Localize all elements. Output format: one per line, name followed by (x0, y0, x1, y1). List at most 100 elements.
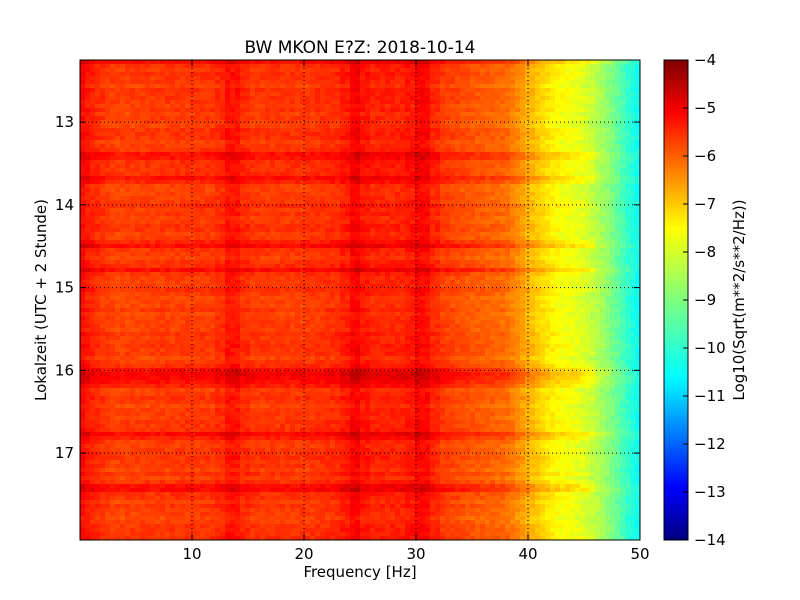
heatmap-cell (170, 80, 176, 85)
heatmap-cell (540, 108, 546, 113)
heatmap-cell (600, 164, 606, 169)
heatmap-cell (510, 208, 516, 213)
heatmap-cell (125, 140, 131, 145)
heatmap-cell (265, 196, 271, 201)
heatmap-cell (105, 72, 111, 77)
heatmap-cell (395, 96, 401, 101)
heatmap-cell (430, 220, 436, 225)
heatmap-cell (605, 172, 611, 177)
heatmap-cell (545, 68, 551, 73)
heatmap-cell (600, 152, 606, 157)
heatmap-cell (175, 88, 181, 93)
heatmap-cell (425, 172, 431, 177)
heatmap-cell (280, 160, 286, 165)
heatmap-cell (140, 152, 146, 157)
heatmap-cell (410, 68, 416, 73)
heatmap-cell (210, 172, 216, 177)
heatmap-cell (265, 160, 271, 165)
heatmap-cell (600, 136, 606, 141)
heatmap-cell (340, 132, 346, 137)
heatmap-cell (245, 120, 251, 125)
heatmap-cell (575, 132, 581, 137)
heatmap-cell (485, 76, 491, 81)
heatmap-cell (275, 212, 281, 217)
heatmap-cell (520, 108, 526, 113)
heatmap-cell (530, 84, 536, 89)
heatmap-cell (395, 196, 401, 201)
heatmap-cell (380, 92, 386, 97)
heatmap-cell (220, 232, 226, 237)
heatmap-cell (630, 204, 636, 209)
heatmap-cell (425, 128, 431, 133)
heatmap-cell (85, 60, 91, 65)
heatmap-cell (470, 172, 476, 177)
heatmap-cell (325, 152, 331, 157)
heatmap-cell (390, 132, 396, 137)
heatmap-cell (185, 72, 191, 77)
heatmap-cell (355, 196, 361, 201)
heatmap-cell (475, 172, 481, 177)
heatmap-cell (615, 132, 621, 137)
heatmap-cell (340, 184, 346, 189)
heatmap-cell (455, 72, 461, 77)
heatmap-cell (600, 184, 606, 189)
heatmap-cell (150, 156, 156, 161)
heatmap-cell (560, 152, 566, 157)
heatmap-cell (455, 232, 461, 237)
heatmap-cell (140, 60, 146, 65)
heatmap-cell (130, 216, 136, 221)
heatmap-cell (505, 64, 511, 69)
heatmap-cell (100, 80, 106, 85)
heatmap-cell (80, 192, 86, 197)
heatmap-cell (555, 152, 561, 157)
heatmap-cell (135, 188, 141, 193)
heatmap-cell (290, 216, 296, 221)
heatmap-cell (125, 120, 131, 125)
heatmap-cell (590, 200, 596, 205)
heatmap-cell (405, 76, 411, 81)
heatmap-cell (435, 160, 441, 165)
heatmap-cell (410, 148, 416, 153)
heatmap-cell (380, 76, 386, 81)
heatmap-cell (355, 144, 361, 149)
heatmap-cell (335, 164, 341, 169)
heatmap-cell (615, 228, 621, 233)
heatmap-cell (185, 100, 191, 105)
heatmap-cell (355, 172, 361, 177)
heatmap-cell (285, 72, 291, 77)
heatmap-cell (625, 192, 631, 197)
heatmap-cell (595, 228, 601, 233)
heatmap-cell (625, 184, 631, 189)
heatmap-cell (230, 116, 236, 121)
heatmap-cell (595, 124, 601, 129)
heatmap-cell (325, 88, 331, 93)
heatmap-cell (550, 172, 556, 177)
heatmap-cell (240, 136, 246, 141)
heatmap-cell (260, 220, 266, 225)
heatmap-cell (630, 96, 636, 101)
heatmap-cell (595, 224, 601, 229)
heatmap-cell (340, 124, 346, 129)
heatmap-cell (205, 216, 211, 221)
heatmap-cell (595, 220, 601, 225)
heatmap-cell (465, 232, 471, 237)
heatmap-cell (510, 196, 516, 201)
heatmap-cell (440, 188, 446, 193)
heatmap-cell (310, 232, 316, 237)
heatmap-cell (295, 144, 301, 149)
heatmap-cell (380, 200, 386, 205)
heatmap-cell (240, 208, 246, 213)
heatmap-cell (485, 60, 491, 65)
heatmap-cell (320, 204, 326, 209)
heatmap-cell (235, 212, 241, 217)
heatmap-cell (190, 136, 196, 141)
heatmap-cell (265, 184, 271, 189)
heatmap-cell (530, 108, 536, 113)
heatmap-cell (470, 232, 476, 237)
heatmap-cell (400, 196, 406, 201)
heatmap-cell (295, 136, 301, 141)
heatmap-cell (205, 84, 211, 89)
heatmap-cell (380, 144, 386, 149)
heatmap-cell (85, 224, 91, 229)
heatmap-cell (360, 168, 366, 173)
